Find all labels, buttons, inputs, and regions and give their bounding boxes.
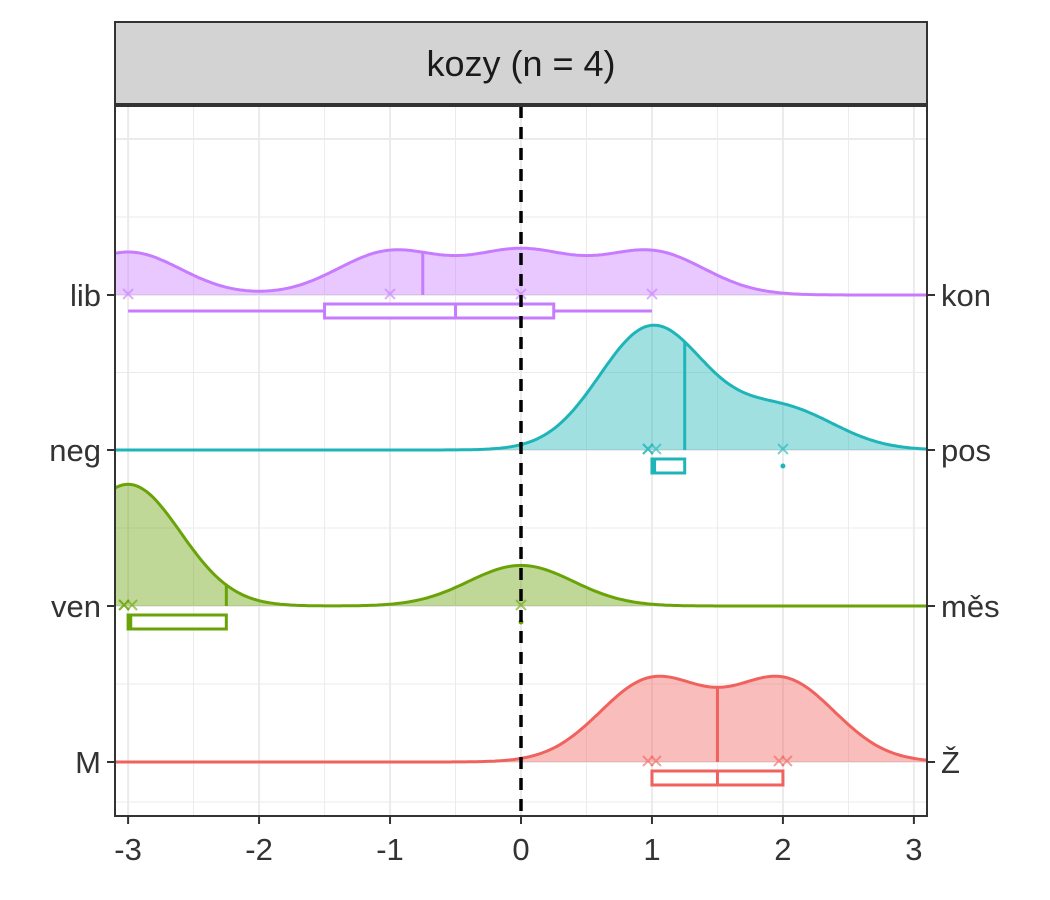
data-point xyxy=(515,288,527,300)
y-tick-label-left: neg xyxy=(49,433,101,468)
density-fill xyxy=(115,484,927,606)
box-outlier xyxy=(780,463,786,469)
x-tick-label: 1 xyxy=(643,832,660,867)
x-tick-label: -3 xyxy=(114,832,142,867)
data-point xyxy=(781,755,793,767)
density-curve xyxy=(114,246,927,297)
density-fill xyxy=(115,325,927,450)
strip-background xyxy=(114,21,928,105)
data-point xyxy=(650,755,662,767)
data-point xyxy=(384,288,396,300)
data-point xyxy=(777,443,789,455)
y-axis-right: kon pos měs Ž xyxy=(927,278,1000,780)
panel-title: kozy (n = 4) xyxy=(426,43,615,84)
y-axis-left: lib neg ven M xyxy=(49,278,115,780)
y-tick-label-left: M xyxy=(75,745,101,780)
x-tick-label: -1 xyxy=(376,832,404,867)
box-iqr xyxy=(126,613,228,631)
data-point xyxy=(515,599,527,611)
x-axis: -3 -2 -1 0 1 2 3 xyxy=(114,816,923,867)
x-tick-label: -2 xyxy=(245,832,273,867)
y-tick-label-right: kon xyxy=(941,278,991,313)
density-curve xyxy=(114,482,927,608)
y-tick-label-left: lib xyxy=(70,278,101,313)
ridge-row-ven xyxy=(114,482,927,631)
density-fill xyxy=(115,248,927,295)
ridge-row-lib xyxy=(114,246,927,320)
box-iqr xyxy=(323,302,556,320)
y-tick-label-right: měs xyxy=(941,589,1000,624)
y-tick-label-right: Ž xyxy=(941,745,960,780)
data-point xyxy=(122,288,134,300)
plot-panel xyxy=(114,105,928,817)
x-tick-label: 0 xyxy=(512,832,529,867)
data-point xyxy=(118,599,130,611)
y-tick-label-left: ven xyxy=(51,589,101,624)
density-fill xyxy=(115,676,927,762)
x-tick-label: 2 xyxy=(774,832,791,867)
data-point xyxy=(646,288,658,300)
y-tick-label-right: pos xyxy=(941,433,991,468)
panel-strip: kozy (n = 4) xyxy=(114,21,928,105)
data-point xyxy=(642,443,654,455)
x-tick-label: 3 xyxy=(905,832,922,867)
box-iqr xyxy=(650,457,687,475)
ridge-rows xyxy=(114,246,928,787)
